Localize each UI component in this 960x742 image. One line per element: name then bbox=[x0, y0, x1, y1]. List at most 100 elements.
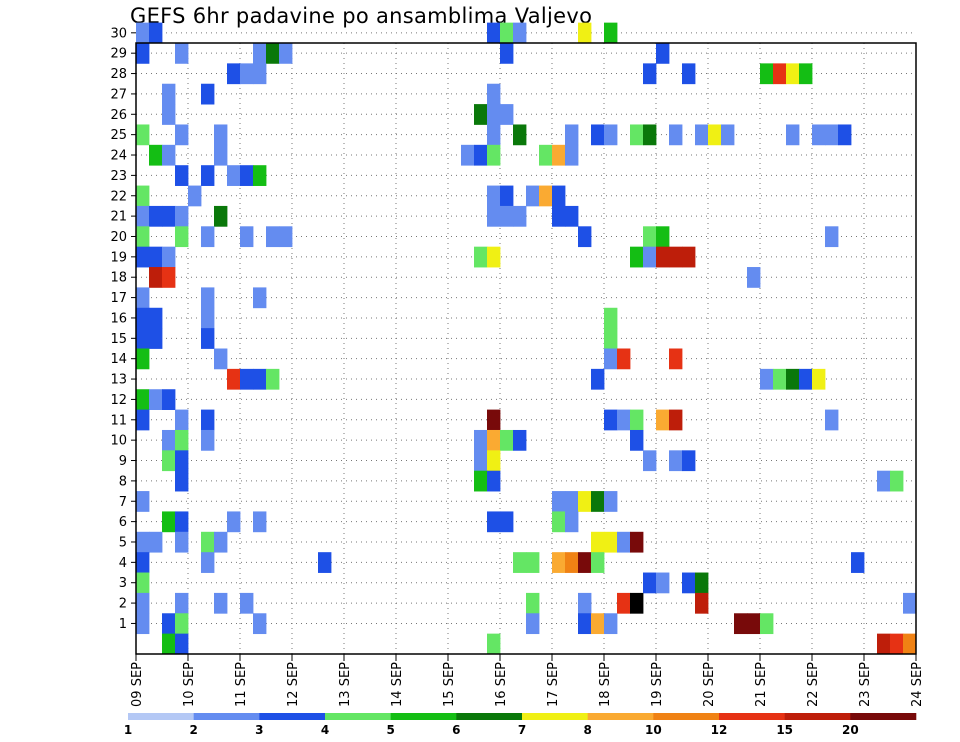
x-tick-label: 22 SEP bbox=[806, 662, 821, 707]
heatmap-cell bbox=[240, 165, 254, 186]
heatmap-cell bbox=[591, 491, 605, 512]
heatmap-cell bbox=[656, 226, 670, 248]
heatmap-cell bbox=[487, 511, 501, 533]
heatmap-cell bbox=[136, 43, 150, 64]
heatmap-cell bbox=[136, 124, 150, 146]
heatmap-cell bbox=[552, 144, 566, 166]
heatmap-cell bbox=[617, 409, 631, 431]
heatmap-cell bbox=[474, 450, 488, 472]
heatmap-cell bbox=[149, 22, 163, 44]
heatmap-cell bbox=[487, 450, 501, 472]
heatmap-cell bbox=[136, 287, 150, 309]
y-tick-label: 17 bbox=[110, 291, 127, 306]
heatmap-cell bbox=[604, 613, 618, 635]
y-tick-label: 28 bbox=[110, 67, 127, 82]
heatmap-cell bbox=[240, 592, 254, 614]
heatmap-cell bbox=[487, 185, 501, 207]
heatmap-cell bbox=[877, 470, 891, 492]
heatmap-cell bbox=[175, 226, 189, 248]
heatmap-cell bbox=[474, 144, 488, 166]
heatmap-cell bbox=[162, 104, 176, 125]
heatmap-cell bbox=[214, 124, 228, 146]
heatmap-cell bbox=[500, 429, 514, 451]
heatmap-cell bbox=[812, 368, 826, 390]
y-tick-label: 7 bbox=[119, 495, 127, 510]
heatmap-cell bbox=[487, 205, 501, 227]
heatmap-cell bbox=[149, 307, 163, 329]
heatmap-cell bbox=[136, 572, 150, 594]
legend-swatch bbox=[193, 713, 260, 720]
y-tick-label: 16 bbox=[110, 311, 127, 326]
heatmap-cell bbox=[578, 491, 592, 512]
heatmap-cell bbox=[877, 633, 891, 655]
heatmap-cell bbox=[591, 368, 605, 390]
y-tick-label: 27 bbox=[110, 87, 127, 102]
heatmap-cell bbox=[136, 531, 150, 553]
y-tick-label: 21 bbox=[110, 210, 127, 225]
heatmap-cell bbox=[175, 124, 189, 146]
heatmap-cell bbox=[149, 246, 163, 268]
heatmap-cell bbox=[162, 450, 176, 472]
y-tick-label: 24 bbox=[110, 149, 127, 164]
x-tick-label: 09 SEP bbox=[130, 662, 145, 707]
heatmap-cell bbox=[643, 63, 657, 85]
heatmap-cell bbox=[487, 633, 501, 655]
heatmap-cell bbox=[526, 185, 540, 207]
x-tick-label: 17 SEP bbox=[546, 662, 561, 707]
heatmap-cell bbox=[227, 511, 241, 533]
heatmap-cell bbox=[591, 531, 605, 553]
heatmap-cell bbox=[617, 592, 631, 614]
heatmap-cell bbox=[669, 348, 683, 370]
heatmap-cell bbox=[175, 592, 189, 614]
y-tick-label: 15 bbox=[110, 332, 127, 347]
heatmap-cell bbox=[903, 633, 917, 655]
heatmap-cell bbox=[487, 124, 501, 146]
heatmap-cell bbox=[786, 124, 800, 146]
heatmap-cell bbox=[487, 104, 501, 125]
heatmap-cell bbox=[552, 511, 566, 533]
heatmap-cell bbox=[695, 124, 709, 146]
heatmap-cell bbox=[487, 429, 501, 451]
heatmap-cell bbox=[604, 328, 618, 349]
heatmap-cell bbox=[253, 511, 267, 533]
heatmap-cell bbox=[630, 409, 644, 431]
y-tick-label: 5 bbox=[119, 535, 127, 550]
x-tick-label: 14 SEP bbox=[390, 662, 405, 707]
heatmap-cell bbox=[643, 246, 657, 268]
legend-label: 6 bbox=[452, 723, 460, 737]
heatmap-cell bbox=[149, 205, 163, 227]
heatmap-cell bbox=[825, 124, 839, 146]
x-tick-label: 21 SEP bbox=[754, 662, 769, 707]
heatmap-cell bbox=[162, 633, 176, 655]
heatmap-cell bbox=[500, 205, 514, 227]
heatmap-cell bbox=[578, 552, 592, 573]
heatmap-cell bbox=[565, 205, 579, 227]
legend-swatch bbox=[456, 713, 523, 720]
heatmap-cell bbox=[214, 144, 228, 166]
legend-label: 8 bbox=[583, 723, 591, 737]
heatmap-cell bbox=[682, 450, 696, 472]
y-tick-label: 11 bbox=[110, 413, 127, 428]
heatmap-cell bbox=[136, 409, 150, 431]
y-tick-label: 22 bbox=[110, 189, 127, 204]
heatmap-cell bbox=[552, 185, 566, 207]
heatmap-cell bbox=[630, 124, 644, 146]
x-tick-label: 13 SEP bbox=[338, 662, 353, 707]
legend-label: 10 bbox=[645, 723, 662, 737]
y-tick-label: 18 bbox=[110, 271, 127, 286]
heatmap-cell bbox=[604, 124, 618, 146]
heatmap-cell bbox=[162, 429, 176, 451]
heatmap-cell bbox=[565, 491, 579, 512]
x-tick-label: 15 SEP bbox=[442, 662, 457, 707]
legend-label: 12 bbox=[711, 723, 728, 737]
heatmap-cell bbox=[318, 552, 332, 573]
heatmap-cell bbox=[838, 124, 852, 146]
heatmap-cell bbox=[565, 144, 579, 166]
heatmap-cell bbox=[500, 43, 514, 64]
heatmap-cell bbox=[591, 552, 605, 573]
heatmap-cell bbox=[201, 307, 215, 329]
heatmap-cell bbox=[253, 63, 267, 85]
heatmap-cell bbox=[669, 124, 683, 146]
heatmap-cell bbox=[487, 22, 501, 44]
heatmap-cell bbox=[136, 552, 150, 573]
